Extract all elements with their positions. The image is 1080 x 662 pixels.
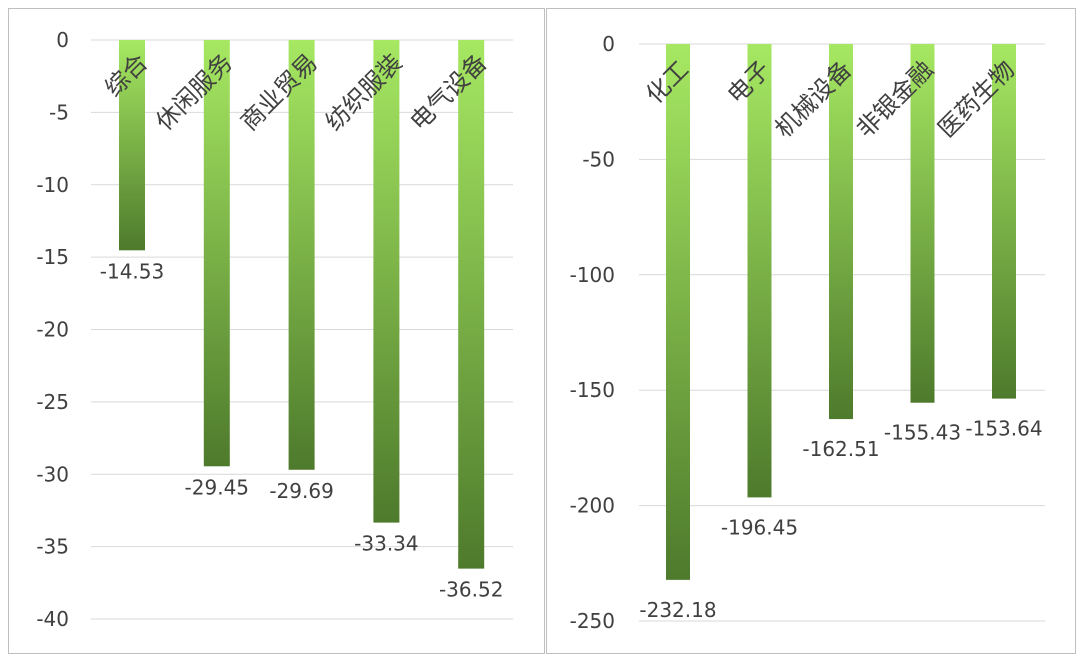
bar bbox=[747, 44, 772, 498]
data-label: -36.52 bbox=[439, 578, 503, 602]
y-tick-label: -35 bbox=[36, 535, 69, 559]
bar bbox=[829, 44, 853, 420]
y-tick-label: -100 bbox=[570, 263, 615, 287]
data-label: -153.64 bbox=[965, 417, 1042, 441]
bar bbox=[458, 40, 485, 569]
bar bbox=[666, 44, 690, 580]
data-label: -155.43 bbox=[884, 421, 961, 445]
bar-chart-left: 0-5-10-15-20-25-30-35-40-14.53综合-29.45休闲… bbox=[36, 28, 513, 631]
data-label: -29.45 bbox=[185, 475, 249, 499]
data-label: -14.53 bbox=[100, 259, 164, 283]
category-label: 综合 bbox=[100, 48, 154, 102]
chart-panel-right: 0 -50 -100 -150 -200 -250 -232.18 化工 -196.45 电子 -1… bbox=[546, 8, 1076, 654]
y-tick-label: -10 bbox=[36, 173, 69, 197]
y-tick-label: -30 bbox=[36, 462, 69, 486]
y-tick-label: -25 bbox=[36, 390, 69, 414]
bar-chart-right: 0-50-100-150-200-250 -232.18化工-196.45电子-1… bbox=[570, 32, 1045, 633]
chart-panel-left: 0 -5 -10 -15 -20 -25 -30 -35 -40 -14.53 综合 -29.45 休闲… bbox=[8, 8, 545, 654]
data-label: -232.18 bbox=[639, 598, 716, 622]
data-label: -162.51 bbox=[802, 437, 879, 461]
bar bbox=[119, 40, 145, 251]
y-tick-label: -20 bbox=[36, 318, 69, 342]
y-tick-label: -5 bbox=[49, 100, 69, 124]
y-tick-label: 0 bbox=[56, 28, 69, 52]
data-label: -29.69 bbox=[269, 479, 333, 503]
bar bbox=[203, 40, 230, 467]
bar bbox=[992, 44, 1016, 399]
bar bbox=[373, 40, 400, 523]
y-tick-label: 0 bbox=[602, 32, 615, 56]
y-tick-label: -50 bbox=[582, 147, 615, 171]
bar bbox=[910, 44, 935, 403]
y-tick-label: -250 bbox=[570, 609, 615, 633]
data-label: -196.45 bbox=[721, 515, 798, 539]
y-tick-label: -15 bbox=[36, 245, 69, 269]
y-tick-label: -200 bbox=[570, 494, 615, 518]
y-tick-label: -40 bbox=[36, 607, 69, 631]
data-label: -33.34 bbox=[354, 532, 418, 556]
y-tick-label: -150 bbox=[570, 378, 615, 402]
bar bbox=[288, 40, 315, 470]
